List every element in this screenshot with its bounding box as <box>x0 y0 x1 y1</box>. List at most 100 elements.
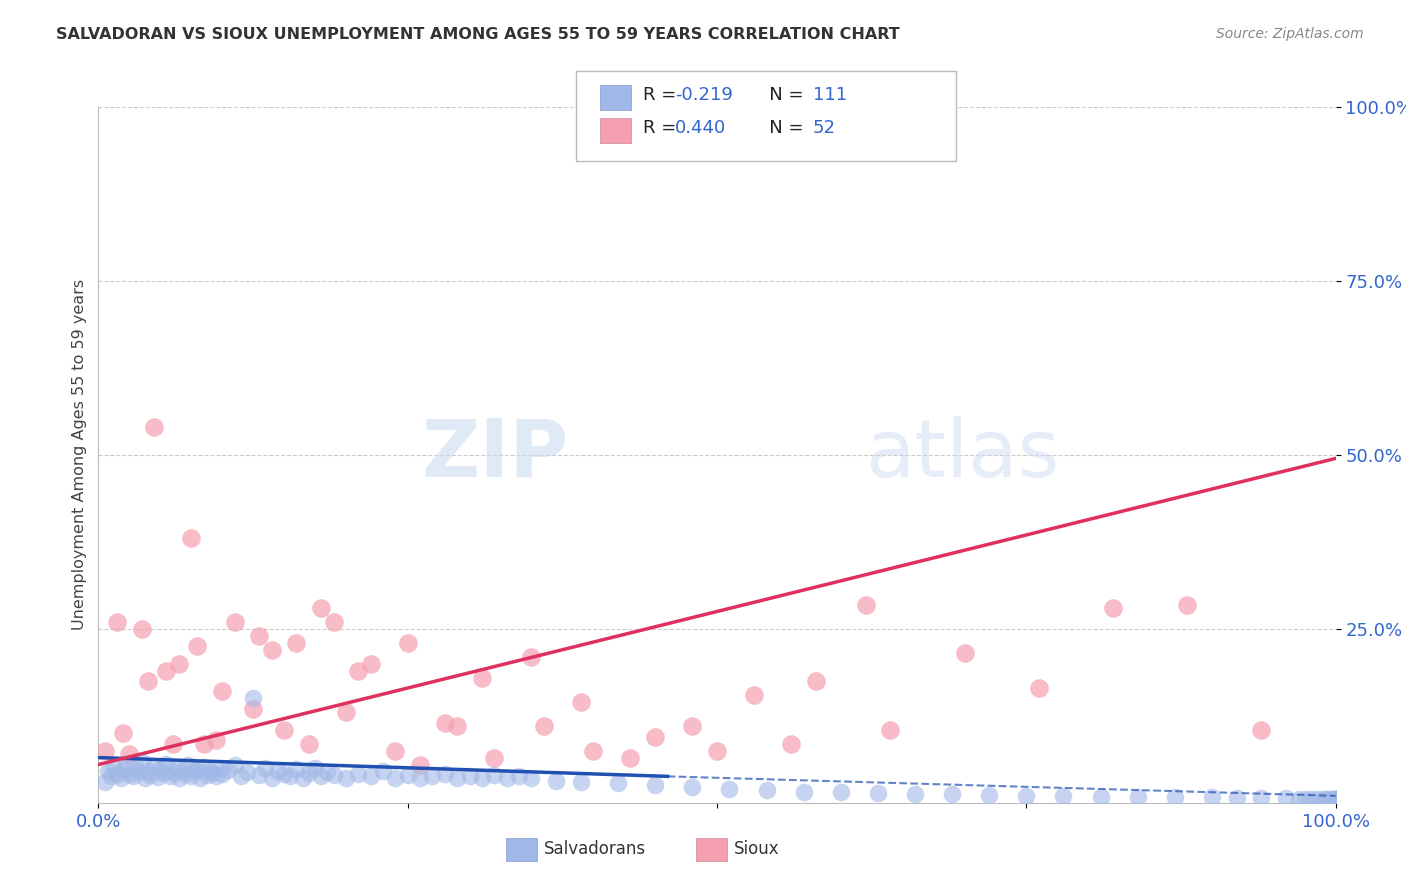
Point <box>569 775 592 789</box>
Point <box>1275 791 1298 805</box>
Point <box>254 761 277 775</box>
Point <box>582 744 605 758</box>
Point <box>143 420 166 434</box>
Point <box>1250 791 1272 805</box>
Point <box>804 674 827 689</box>
Point <box>681 719 703 733</box>
Point <box>242 691 264 706</box>
Text: N =: N = <box>752 87 810 104</box>
Point <box>1324 792 1347 806</box>
Point <box>114 757 136 772</box>
Point <box>298 765 321 780</box>
Point <box>167 657 190 671</box>
Point <box>176 757 198 772</box>
Point <box>1090 789 1112 804</box>
Point <box>644 778 666 792</box>
Point <box>371 764 394 779</box>
Point <box>979 788 1001 802</box>
Point <box>260 642 283 657</box>
Point <box>105 615 128 629</box>
Point <box>607 776 630 790</box>
Point <box>322 615 344 629</box>
Point <box>706 744 728 758</box>
Point <box>167 771 190 785</box>
Point <box>422 769 444 783</box>
Point <box>201 765 224 780</box>
Point <box>520 649 543 664</box>
Point <box>866 786 889 800</box>
Point <box>316 765 339 780</box>
Point <box>335 772 357 786</box>
Point <box>162 737 184 751</box>
Point <box>360 769 382 783</box>
Point <box>433 715 456 730</box>
Point <box>304 761 326 775</box>
Text: atlas: atlas <box>866 416 1060 494</box>
Point <box>155 756 177 771</box>
Point <box>1322 792 1344 806</box>
Point <box>1288 791 1310 805</box>
Point <box>335 706 357 720</box>
Point <box>458 769 481 783</box>
Point <box>193 737 215 751</box>
Point <box>186 763 208 777</box>
Point <box>1164 790 1187 805</box>
Text: Salvadorans: Salvadorans <box>544 840 647 858</box>
Point <box>110 772 132 786</box>
Point <box>1319 792 1341 806</box>
Point <box>718 781 741 796</box>
Point <box>162 765 184 780</box>
Point <box>198 764 221 778</box>
Point <box>546 773 568 788</box>
Point <box>409 757 432 772</box>
Point <box>309 769 332 783</box>
Text: Source: ZipAtlas.com: Source: ZipAtlas.com <box>1216 27 1364 41</box>
Point <box>260 771 283 785</box>
Point <box>112 726 135 740</box>
Point <box>409 772 432 786</box>
Point <box>322 768 344 782</box>
Point <box>205 733 228 747</box>
Point <box>309 601 332 615</box>
Point <box>195 768 218 782</box>
Point <box>184 764 207 779</box>
Point <box>1315 792 1337 806</box>
Point <box>396 636 419 650</box>
Point <box>131 756 153 770</box>
Point <box>267 764 290 779</box>
Point <box>159 769 181 783</box>
Point <box>446 771 468 785</box>
Point <box>1250 723 1272 737</box>
Text: Sioux: Sioux <box>734 840 779 858</box>
Text: SALVADORAN VS SIOUX UNEMPLOYMENT AMONG AGES 55 TO 59 YEARS CORRELATION CHART: SALVADORAN VS SIOUX UNEMPLOYMENT AMONG A… <box>56 27 900 42</box>
Point <box>793 785 815 799</box>
Point <box>93 775 115 789</box>
Point <box>180 532 202 546</box>
Point <box>174 767 197 781</box>
Point <box>780 737 803 751</box>
Point <box>180 769 202 783</box>
Point <box>495 771 517 785</box>
Point <box>242 702 264 716</box>
Point <box>291 772 314 786</box>
Point <box>619 750 641 764</box>
Point <box>533 719 555 733</box>
Point <box>855 598 877 612</box>
Point <box>520 772 543 786</box>
Point <box>103 759 125 773</box>
Point <box>273 723 295 737</box>
Point <box>136 674 159 689</box>
Text: R =: R = <box>643 87 682 104</box>
Point <box>112 763 135 777</box>
Point <box>484 750 506 764</box>
Point <box>186 639 208 653</box>
Text: 52: 52 <box>813 119 835 136</box>
Point <box>285 763 308 777</box>
Point <box>742 688 765 702</box>
Point <box>830 785 852 799</box>
Point <box>131 622 153 636</box>
Point <box>236 765 259 780</box>
Point <box>165 761 187 775</box>
Point <box>211 766 233 780</box>
Point <box>298 737 321 751</box>
